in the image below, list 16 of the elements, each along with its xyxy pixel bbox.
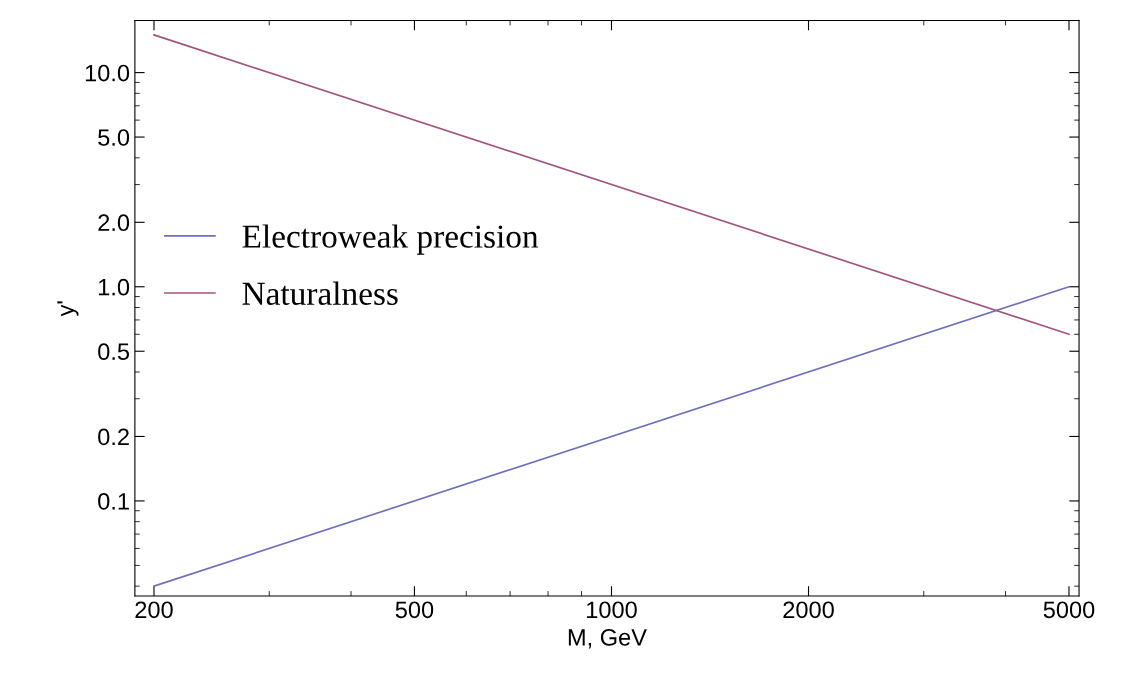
x-tick-label: 2000 xyxy=(783,601,834,619)
legend-label: Naturalness xyxy=(242,281,398,305)
y-tick-label: 10.0 xyxy=(85,64,130,82)
x-tick-label: 1000 xyxy=(587,601,637,619)
x-tick-label: 5000 xyxy=(1043,601,1095,619)
y-tick-label: 0.2 xyxy=(98,428,129,446)
y-tick-label: 1.0 xyxy=(99,278,130,296)
y-tick-label: 0.5 xyxy=(98,343,130,361)
legend-label: Electroweak precision xyxy=(242,224,539,255)
y-axis-title: y' xyxy=(57,301,79,317)
y-tick-label: 0.1 xyxy=(98,492,129,510)
y-tick-label: 5.0 xyxy=(98,129,130,146)
x-tick-label: 500 xyxy=(395,601,434,619)
x-axis-title: M, GeV xyxy=(568,629,647,649)
x-tick-label: 200 xyxy=(135,601,173,619)
y-tick-label: 2.0 xyxy=(98,214,130,232)
